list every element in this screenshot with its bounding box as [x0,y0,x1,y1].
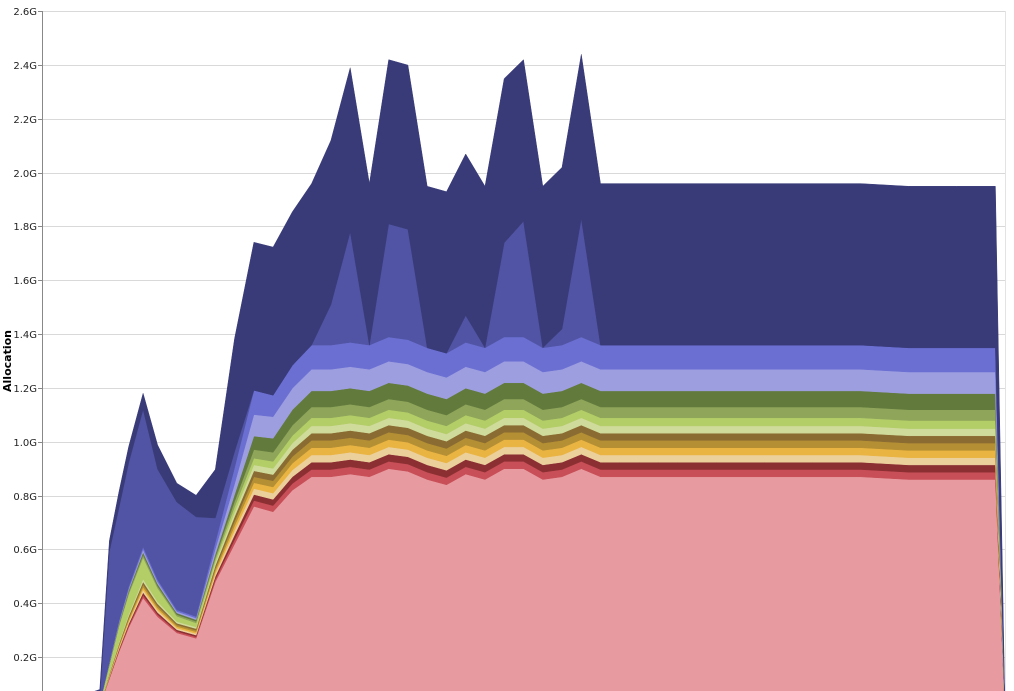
area-layer [94,54,1005,691]
y-tick-label: 1.8G [13,222,37,233]
y-tick-label: 2.6G [13,7,37,18]
y-tick-label: 2.2G [13,115,37,126]
y-tick-label: 1.2G [13,384,37,395]
y-tick-label: 1.0G [13,438,37,449]
y-tick-label: 0.4G [13,599,37,610]
y-tick-label: 0.8G [13,492,37,503]
y-axis-label: Allocation [1,330,14,392]
y-tick-label: 2.4G [13,61,37,72]
y-tick-label: 0.6G [13,545,37,556]
y-tick-label: 2.0G [13,169,37,180]
y-tick-label: 1.4G [13,330,37,341]
y-tick-label: 1.6G [13,276,37,287]
area-series-15 [94,54,1005,691]
y-tick-label: 0.2G [13,653,37,664]
axis-layer: 0.2G 0.4G 0.6G 0.8G 1.0G 1.2G 1.4G 1.6G 1.8G 2.0G… [13,7,43,691]
